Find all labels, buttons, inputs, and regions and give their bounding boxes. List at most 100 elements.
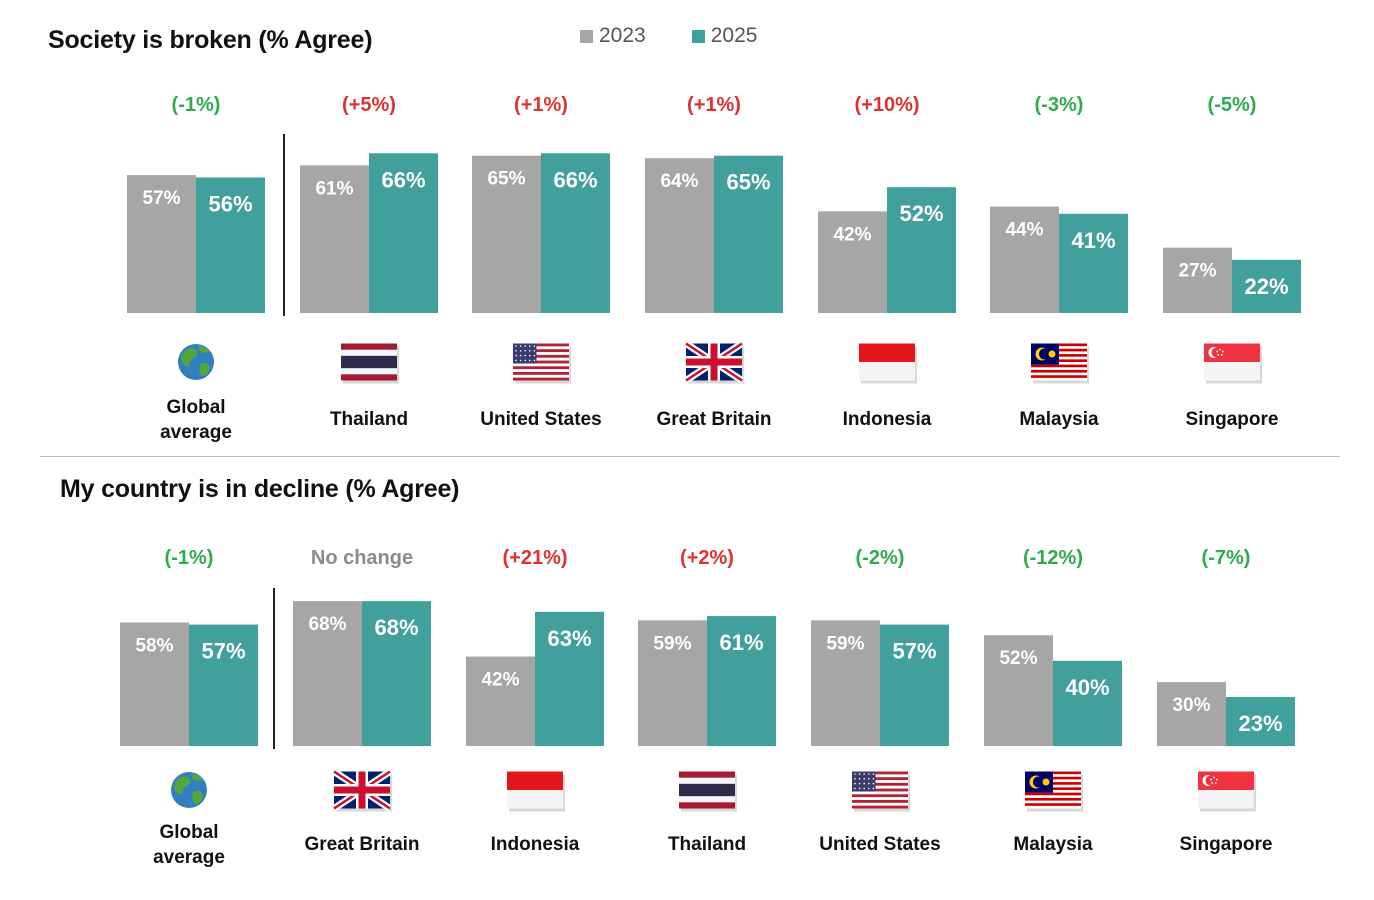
data-label-2023: 65% <box>487 169 525 190</box>
change-label: (+1%) <box>514 94 568 116</box>
data-label-2025: 52% <box>899 201 943 226</box>
flag-star <box>1214 782 1217 784</box>
uk-flag-icon <box>332 768 392 812</box>
flag-star <box>533 345 536 347</box>
flag-stripe <box>1025 792 1081 796</box>
flag-stripe <box>513 371 569 375</box>
category-label: Indonesia <box>491 834 580 855</box>
malaysia-flag-icon <box>1031 343 1089 384</box>
bar-2023 <box>466 656 535 746</box>
category-label: United States <box>819 834 940 855</box>
flag-star <box>854 778 856 780</box>
flag-stripe <box>1025 803 1081 806</box>
flag-star <box>872 782 875 785</box>
thailand-flag-icon <box>679 771 737 812</box>
data-label-2023: 42% <box>833 224 871 245</box>
bar-2025 <box>707 616 776 746</box>
legend-swatch-2025 <box>691 29 705 43</box>
bar-2025 <box>362 601 431 746</box>
flag-star <box>868 773 870 775</box>
singapore-flag-icon <box>1198 771 1256 812</box>
category-label: Singapore <box>1186 409 1279 430</box>
us-flag-icon <box>513 343 571 384</box>
change-label: (-3%) <box>1035 94 1084 116</box>
category-label: average <box>160 422 232 443</box>
bar-2025 <box>1059 213 1128 313</box>
globe-land-west <box>174 776 191 795</box>
data-label-2025: 41% <box>1071 228 1115 253</box>
flag-star <box>519 354 522 357</box>
bar-2025 <box>196 177 265 313</box>
data-label-2025: 61% <box>719 630 763 655</box>
bar-2025 <box>880 624 949 746</box>
category-label: Great Britain <box>304 834 419 855</box>
change-label: (+10%) <box>854 94 919 116</box>
us-flag-icon <box>852 771 910 812</box>
flag-star <box>515 345 517 347</box>
change-label: (-1%) <box>165 547 214 569</box>
category-label: Great Britain <box>656 409 771 430</box>
bar-2023 <box>1157 682 1226 746</box>
bar-2025 <box>1232 259 1301 313</box>
indonesia-flag-icon <box>859 343 917 384</box>
chart-0: 57% 56% (-1%) Global average 61% 66% (+5%) Thail… <box>127 94 1301 443</box>
flag-star <box>1042 778 1050 786</box>
flag-star <box>524 354 526 357</box>
flag-star <box>1211 782 1214 784</box>
flag-star <box>854 773 856 775</box>
flag-star <box>872 773 875 775</box>
flag-star <box>515 359 517 362</box>
globe-land-east <box>192 790 203 804</box>
change-label: (+21%) <box>502 547 567 569</box>
flag-star <box>515 354 517 357</box>
flag-stripe <box>852 771 908 775</box>
data-label-2023: 44% <box>1005 220 1043 241</box>
change-label: (+5%) <box>342 94 396 116</box>
bar-2023 <box>645 158 714 313</box>
bar-2025 <box>714 155 783 313</box>
indonesia-flag-icon <box>507 771 565 812</box>
flag-stripe <box>852 805 908 809</box>
flag-star <box>1219 348 1221 351</box>
bar-2023 <box>811 620 880 746</box>
data-label-2023: 59% <box>826 633 864 654</box>
flag-blue-band <box>341 355 397 369</box>
category-label: Malaysia <box>1013 834 1093 855</box>
flag-star <box>858 773 861 775</box>
bar-2023 <box>127 175 196 313</box>
bar-2023 <box>300 165 369 313</box>
bar-2023 <box>1163 247 1232 313</box>
flag-crescent-inner <box>1033 776 1044 788</box>
data-label-2025: 57% <box>892 639 936 664</box>
data-label-2023: 57% <box>142 188 180 209</box>
bar-2025 <box>189 624 258 746</box>
data-label-2023: 58% <box>135 635 173 656</box>
bar-2023 <box>818 211 887 313</box>
flag-red-band <box>507 771 563 790</box>
flag-stripe <box>1031 364 1087 368</box>
flag-star <box>868 782 870 785</box>
category-label: Singapore <box>1180 834 1273 855</box>
bar-2023 <box>472 155 541 313</box>
data-label-2025: 40% <box>1065 675 1109 700</box>
flag-red-band <box>859 343 915 362</box>
flag-star <box>863 782 865 785</box>
flag-star <box>519 359 522 362</box>
flag-star <box>529 350 531 352</box>
bar-2025 <box>1226 697 1295 746</box>
flag-star <box>872 778 875 780</box>
change-label: (+2%) <box>680 547 734 569</box>
flag-stripe <box>1025 797 1081 801</box>
flag-star <box>524 350 526 352</box>
flag-blue-band <box>679 783 735 797</box>
flag-stripe <box>852 788 908 792</box>
data-label-2023: 27% <box>1178 261 1216 282</box>
flag-star <box>1213 776 1215 779</box>
flag-stripe <box>1031 369 1087 373</box>
flag-star <box>868 787 870 790</box>
bar-2025 <box>887 187 956 313</box>
thailand-flag-icon <box>341 343 399 384</box>
flag-star <box>1221 350 1224 353</box>
flag-star <box>519 345 522 347</box>
bar-2025 <box>541 153 610 313</box>
